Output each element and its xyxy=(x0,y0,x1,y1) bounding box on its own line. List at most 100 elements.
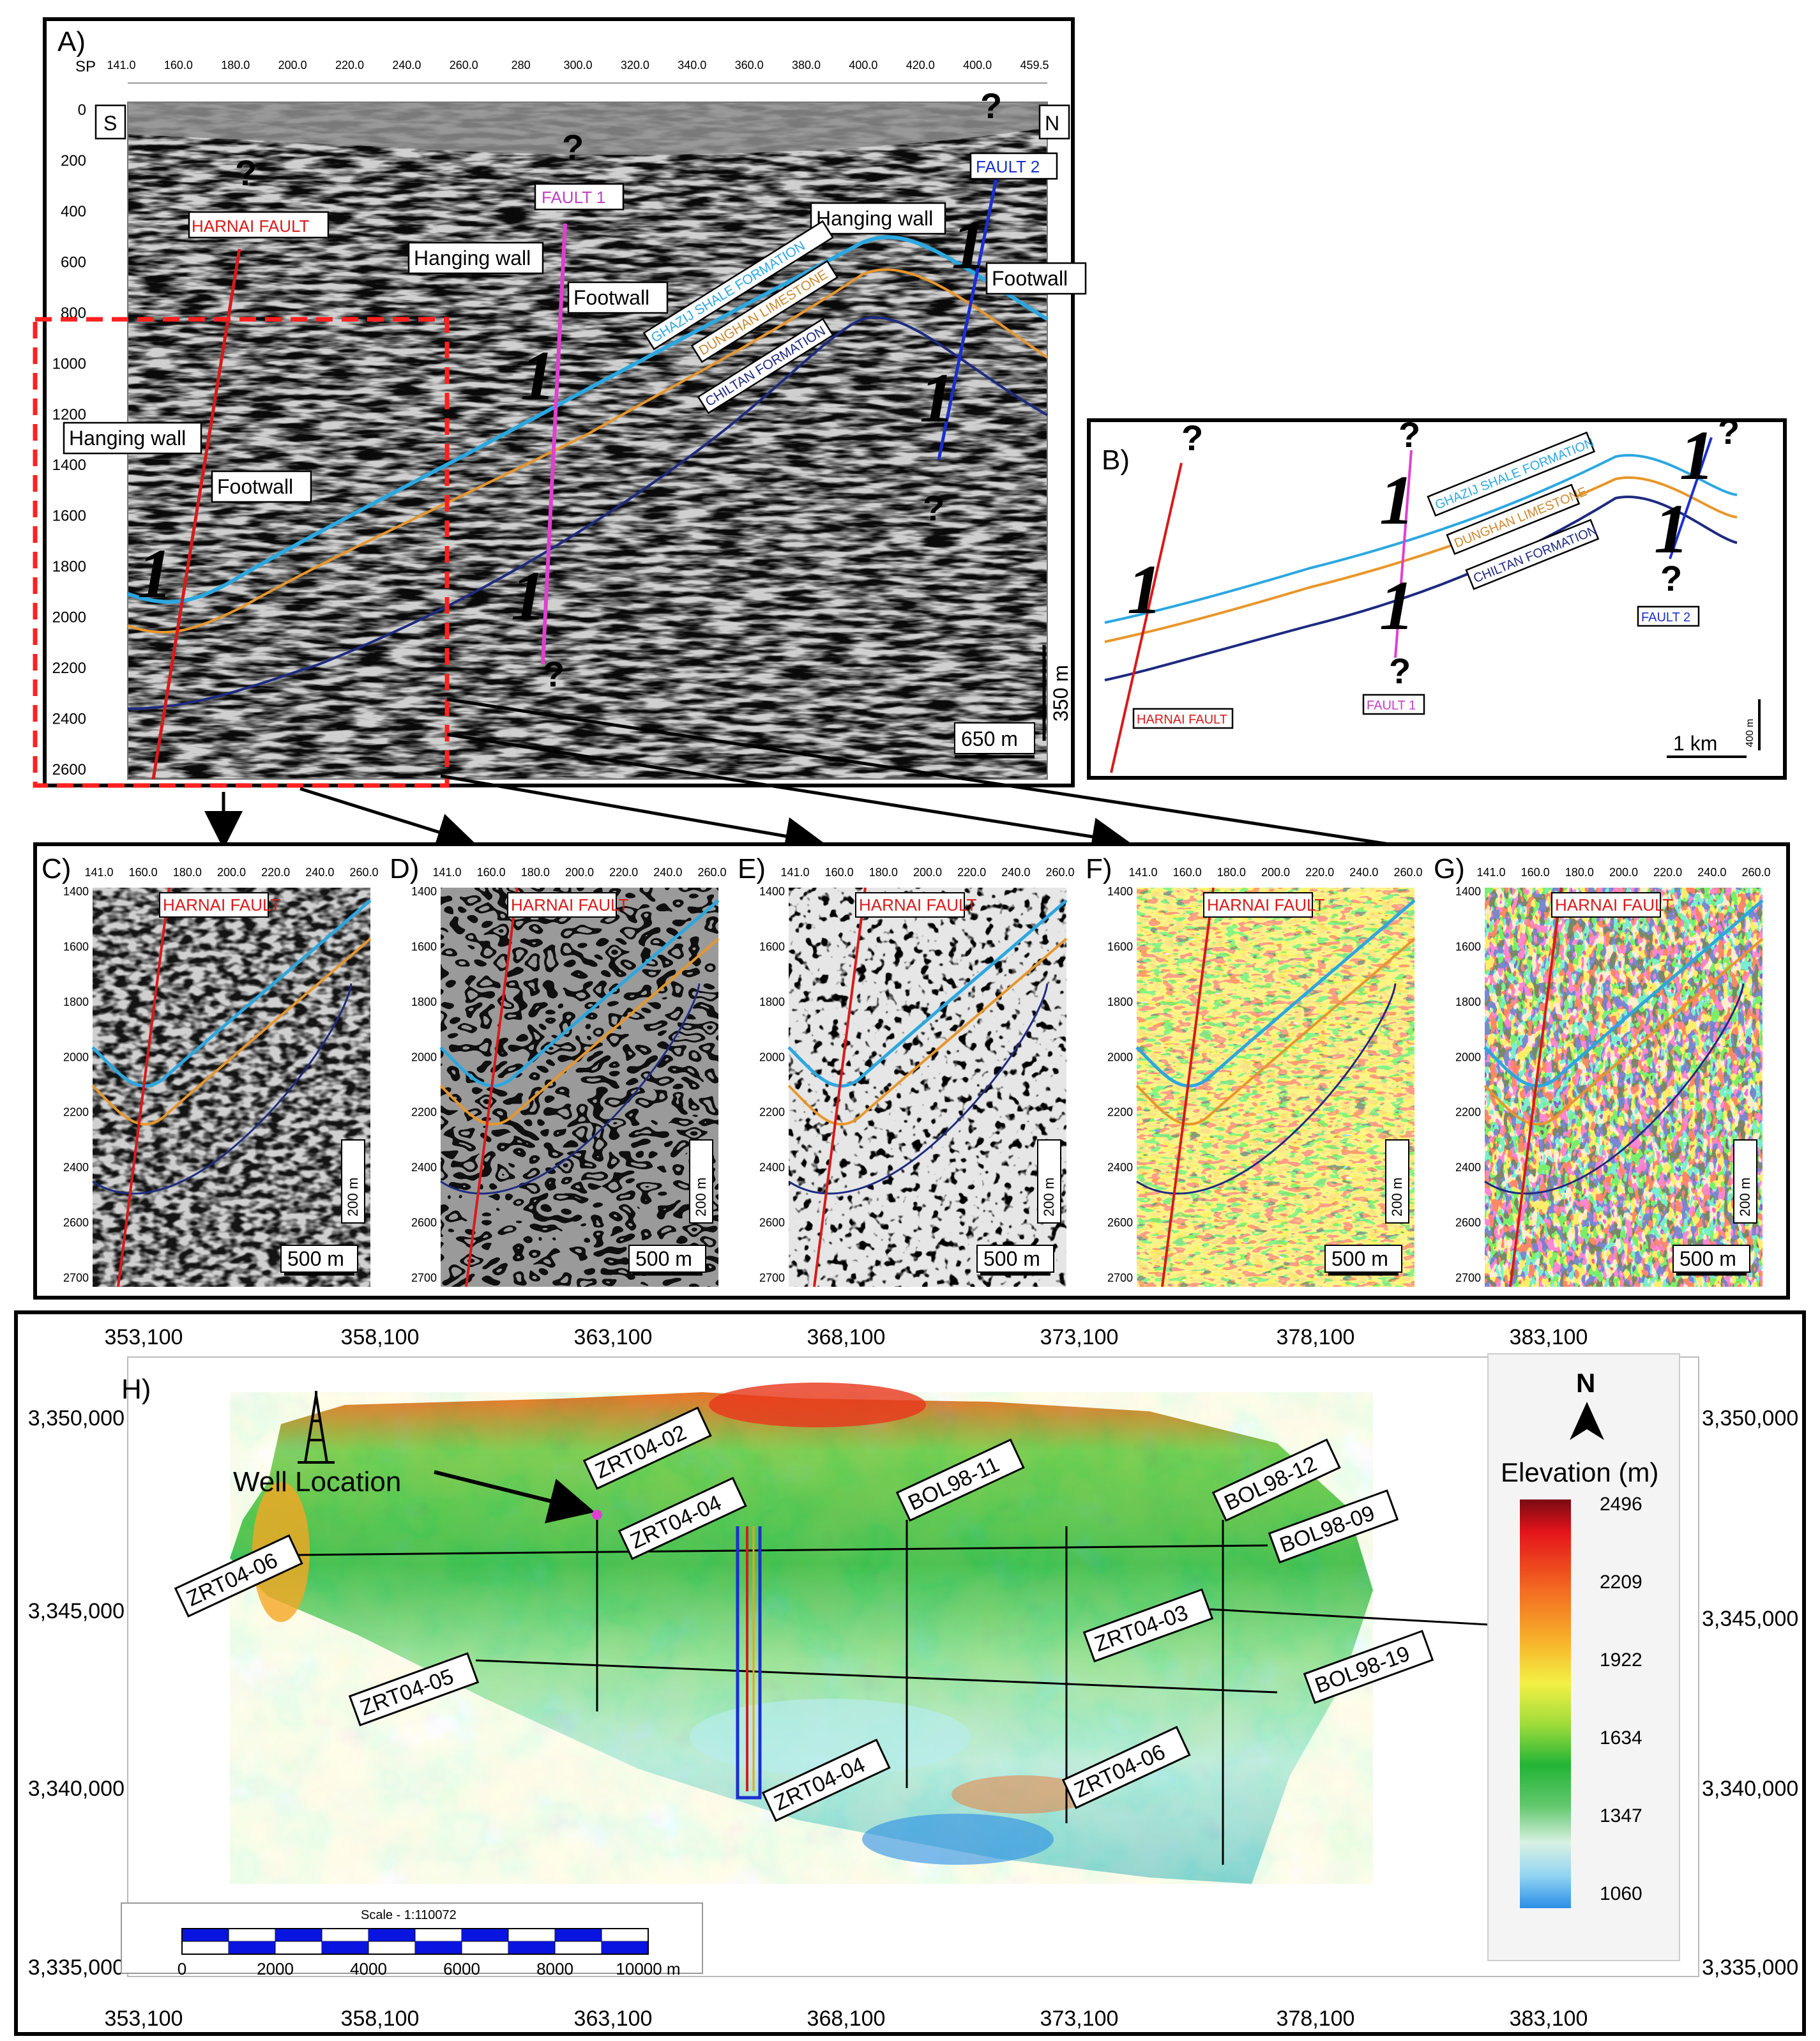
scale-h-a: 650 m xyxy=(961,727,1018,750)
attr-y-tick: 2000 xyxy=(1455,1051,1481,1063)
ghazij-horizon-b xyxy=(1104,454,1738,624)
zoom-region-box xyxy=(33,317,450,788)
attr-x-tick: 141.0 xyxy=(1476,866,1505,879)
map-y-tick: 3,335,000 xyxy=(1702,1955,1798,1980)
depth-tick: 2000 xyxy=(52,609,86,626)
throw-1: 1 xyxy=(137,535,172,612)
hanging-wall-label-3: Hanging wall xyxy=(69,427,186,450)
attr-x-tick: 240.0 xyxy=(653,866,682,879)
map-y-ticks-left: 3,350,000 3,345,000 3,340,000 3,335,000 xyxy=(28,1406,125,1980)
attr-y-tick: 2200 xyxy=(1455,1106,1481,1119)
attr-y-tick: 2000 xyxy=(411,1051,437,1063)
depth-tick: 2200 xyxy=(52,660,86,677)
map-scale-tick: 2000 xyxy=(257,1959,294,1978)
legend-value: 1634 xyxy=(1600,1727,1642,1749)
attr-y-tick: 2700 xyxy=(1455,1271,1481,1284)
attr-y-tick: 2600 xyxy=(759,1217,785,1229)
sp-tick: 200.0 xyxy=(278,59,307,72)
sp-tick: 380.0 xyxy=(792,59,821,72)
panel-h-letter: H) xyxy=(121,1374,151,1405)
legend-panel xyxy=(1487,1353,1680,1961)
map-x-ticks-bottom: 353,100 358,100 363,100 368,100 373,100 378,1… xyxy=(105,2007,1588,2031)
attr-x-tick: 160.0 xyxy=(1173,866,1202,879)
attr-x-tick: 160.0 xyxy=(129,866,158,879)
attr-x-tick: 160.0 xyxy=(477,866,506,879)
fault1-line-b xyxy=(1394,450,1413,658)
attr-horizon xyxy=(439,937,720,1126)
ghazij-horizon-a xyxy=(127,235,1049,604)
depth-tick: 1200 xyxy=(52,406,86,423)
question-mark-3: ? xyxy=(980,86,1002,126)
attr-panel-letter: F) xyxy=(1086,853,1112,884)
attr-panel-e: E) 141.0 160.0 180.0 200.0 220.0 240.0 260.0 140… xyxy=(738,853,1075,1287)
sp-tick: 280 xyxy=(512,59,531,72)
sp-tick: 360.0 xyxy=(735,59,764,72)
attr-x-tick: 240.0 xyxy=(1349,866,1378,879)
attr-horizon xyxy=(787,937,1068,1126)
attr-fault-label: HARNAI FAULT xyxy=(859,895,977,914)
legend-value: 2496 xyxy=(1600,1494,1642,1515)
attr-y-tick: 2000 xyxy=(759,1051,785,1063)
map-y-tick: 3,335,000 xyxy=(28,1955,125,1980)
attr-x-tick: 220.0 xyxy=(609,866,638,879)
attr-x-tick: 200.0 xyxy=(217,866,246,879)
attr-horizon xyxy=(1483,937,1764,1126)
elevation-colorbar xyxy=(1520,1499,1571,1908)
depth-tick: 600 xyxy=(61,254,86,271)
attr-y-tick: 2200 xyxy=(63,1106,89,1119)
attr-x-tick: 240.0 xyxy=(1001,866,1030,879)
harnai-fault-label-a: HARNAI FAULT xyxy=(192,216,310,236)
throw-5: 1 xyxy=(920,359,955,437)
attr-x-tick: 260.0 xyxy=(1741,866,1770,879)
sp-label: SP xyxy=(75,58,96,75)
depth-tick: 2400 xyxy=(52,711,86,728)
attr-scale-v: 200 m xyxy=(693,1178,709,1217)
map-scale-tick: 4000 xyxy=(350,1959,387,1978)
attr-horizon xyxy=(440,983,701,1195)
panel-b: B) ? ? ? ? ? 1 1 1 1 1 GHAZIJ SHALE FORM… xyxy=(1087,411,1787,780)
attr-panel-letter: E) xyxy=(738,853,766,884)
hanging-wall-label-2: Hanging wall xyxy=(816,207,933,230)
sp-tick: 400.0 xyxy=(963,59,992,72)
attr-x-tick: 180.0 xyxy=(521,866,550,879)
attr-x-tick: 200.0 xyxy=(913,866,942,879)
attr-x-tick: 260.0 xyxy=(349,866,378,879)
attr-x-tick: 220.0 xyxy=(261,866,290,879)
attr-scale-h: 500 m xyxy=(287,1247,344,1270)
attr-horizon xyxy=(787,899,1068,1088)
attr-y-tick: 2400 xyxy=(411,1161,437,1174)
sp-tick: 400.0 xyxy=(849,59,877,72)
footwall-label-3: Footwall xyxy=(217,475,293,498)
attr-y-tick: 1600 xyxy=(411,940,437,953)
map-x-tick: 383,100 xyxy=(1510,1325,1588,1349)
attr-y-tick: 1400 xyxy=(63,885,89,898)
attr-horizon xyxy=(1484,983,1745,1195)
dunghan-horizon-a xyxy=(127,268,1049,634)
map-scale-title: Scale - 1:110072 xyxy=(361,1908,457,1922)
map-x-tick: 368,100 xyxy=(807,1325,886,1349)
map-x-tick: 378,100 xyxy=(1277,1325,1355,1349)
sp-tick: 180.0 xyxy=(221,59,250,72)
attr-horizon xyxy=(92,983,353,1195)
throw-b-2: 1 xyxy=(1379,461,1414,539)
attr-scale-v: 200 m xyxy=(345,1178,361,1217)
chiltan-horizon-a xyxy=(127,316,1048,710)
harnai-fault-line-a xyxy=(151,248,241,780)
attr-x-tick: 220.0 xyxy=(957,866,986,879)
attr-y-tick: 2200 xyxy=(411,1106,437,1119)
footwall-label-2: Footwall xyxy=(992,267,1068,290)
panel-a: A) SP 141.0 160.0 180.0 200.0 220.0 240.0 260.… xyxy=(33,17,1087,788)
attr-y-tick: 2000 xyxy=(63,1051,89,1063)
attr-x-tick: 141.0 xyxy=(432,866,461,879)
attr-y-tick: 2400 xyxy=(1455,1161,1481,1174)
fault1-label-b: FAULT 1 xyxy=(1367,699,1416,713)
attr-panel-g: G) 141.0 160.0 180.0 200.0 220.0 240.0 260.0 140… xyxy=(1434,853,1771,1287)
attr-y-tick: 2700 xyxy=(411,1271,437,1284)
depth-tick: 1400 xyxy=(52,457,86,474)
attr-y-tick: 1800 xyxy=(63,996,89,1008)
attr-fault-line xyxy=(117,887,171,1287)
map-y-ticks-right: 3,350,000 3,345,000 3,340,000 3,335,000 xyxy=(1702,1406,1798,1980)
attr-y-tick: 1600 xyxy=(63,940,89,953)
throw-3: 1 xyxy=(511,557,546,635)
attr-x-tick: 220.0 xyxy=(1653,866,1682,879)
